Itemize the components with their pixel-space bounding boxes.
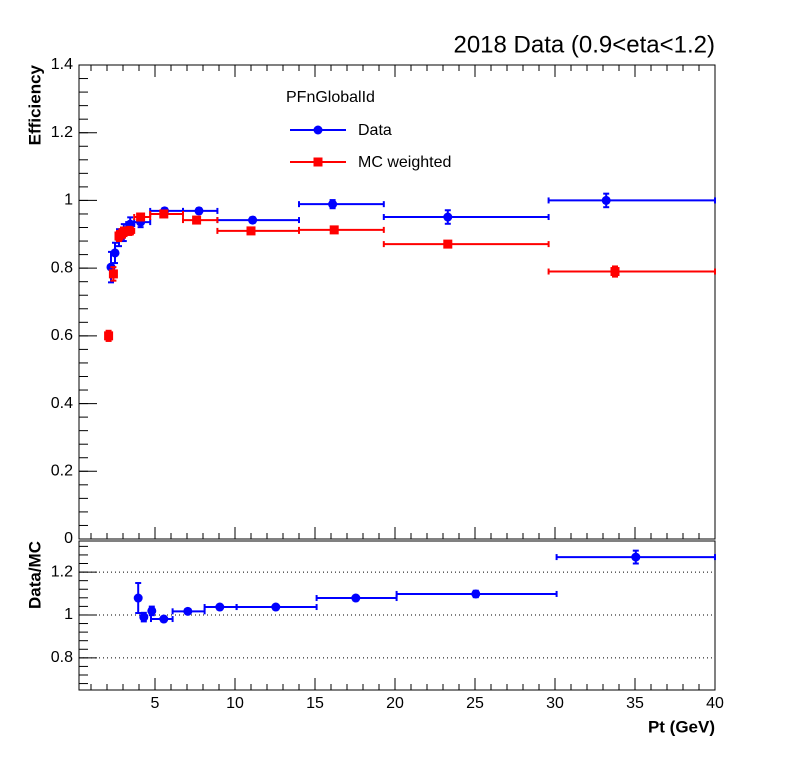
- marker: [183, 606, 193, 616]
- y-tick-label: 0.8: [51, 649, 73, 666]
- plot-frame: [78, 64, 716, 540]
- chart-title: 2018 Data (0.9<eta<1.2): [453, 31, 715, 58]
- marker: [443, 212, 453, 222]
- x-tick-label: 10: [226, 695, 244, 712]
- x-tick-label: 5: [151, 695, 160, 712]
- x-tick-label: 15: [306, 695, 324, 712]
- marker: [271, 602, 281, 612]
- marker: [215, 602, 225, 612]
- y-tick-label: 1.4: [51, 56, 73, 73]
- marker: [136, 212, 146, 222]
- marker: [159, 614, 169, 624]
- legend-title: PFnGlobalId: [286, 89, 375, 106]
- y-tick-label: 0.2: [51, 463, 73, 480]
- marker: [329, 225, 339, 235]
- marker: [610, 267, 620, 277]
- y-axis-label: Efficiency: [25, 64, 44, 145]
- marker: [147, 606, 157, 616]
- marker: [104, 331, 114, 341]
- x-tick-label: 20: [386, 695, 404, 712]
- marker: [601, 195, 611, 205]
- marker: [124, 226, 134, 236]
- y-tick-label: 0.6: [51, 327, 73, 344]
- x-tick-label: 25: [466, 695, 484, 712]
- marker: [118, 228, 128, 238]
- marker: [248, 215, 258, 225]
- x-tick-label: 30: [546, 695, 564, 712]
- marker: [139, 612, 149, 622]
- marker: [192, 215, 202, 225]
- y-tick-label: 1.2: [51, 563, 73, 580]
- legend-label: MC weighted: [358, 154, 451, 171]
- marker: [108, 269, 118, 279]
- marker: [351, 593, 361, 603]
- x-axis-label: Pt (GeV): [648, 717, 715, 736]
- x-tick-label: 35: [626, 695, 644, 712]
- marker: [631, 552, 641, 562]
- marker: [194, 206, 204, 216]
- marker: [328, 199, 338, 209]
- y-tick-label: 0: [64, 530, 73, 547]
- y-axis-label: Data/MC: [25, 541, 44, 609]
- marker: [443, 239, 453, 249]
- legend-marker: [313, 125, 323, 135]
- y-tick-label: 0.4: [51, 395, 73, 412]
- plot-frame: [78, 540, 716, 691]
- y-tick-label: 1: [64, 192, 73, 209]
- legend-label: Data: [358, 122, 392, 139]
- marker: [246, 226, 256, 236]
- legend-marker: [313, 157, 323, 167]
- y-tick-label: 1.2: [51, 124, 73, 141]
- marker: [471, 589, 481, 599]
- marker: [110, 248, 120, 258]
- marker: [159, 209, 169, 219]
- y-tick-label: 0.8: [51, 259, 73, 276]
- x-tick-label: 40: [706, 695, 724, 712]
- marker: [133, 593, 143, 603]
- y-tick-label: 1: [64, 606, 73, 623]
